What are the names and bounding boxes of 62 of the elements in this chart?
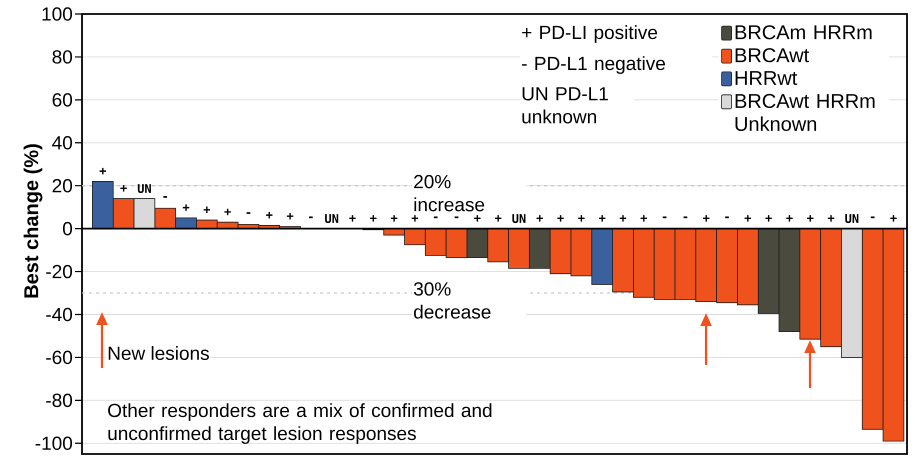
data-label: + bbox=[640, 215, 648, 222]
ref-line-label: 20% increase bbox=[414, 174, 484, 212]
data-label: + bbox=[349, 215, 356, 222]
data-label: + bbox=[494, 215, 502, 222]
data-label: - bbox=[434, 216, 438, 218]
data-label: + bbox=[120, 185, 127, 192]
legend-label: BRCAwt HRRm Unknown bbox=[736, 94, 875, 132]
y-tick-label: -40 bbox=[46, 308, 72, 322]
data-label: + bbox=[620, 215, 626, 222]
annotation: - PD-L1 negative bbox=[522, 56, 666, 74]
annotation: UN PD-L1 unknown bbox=[522, 87, 608, 124]
y-tick-label: -60 bbox=[46, 350, 72, 364]
data-label: UN bbox=[845, 214, 858, 224]
data-label: + bbox=[744, 215, 752, 222]
data-label: UN bbox=[138, 184, 151, 194]
data-label: + bbox=[474, 215, 481, 222]
data-label: - bbox=[309, 216, 313, 218]
legend-label: BRCAm HRRm bbox=[736, 25, 872, 40]
data-label: UN bbox=[325, 214, 338, 224]
data-label: + bbox=[828, 215, 834, 222]
y-tick-label: -80 bbox=[46, 394, 72, 408]
data-label: + bbox=[182, 204, 190, 211]
y-tick-label: 60 bbox=[52, 93, 72, 107]
data-label: + bbox=[786, 215, 793, 222]
data-label: UN bbox=[512, 214, 526, 224]
data-label: + bbox=[100, 168, 106, 174]
annotation: Other responders are a mix of confirmed and unconfirmed target lesion responses bbox=[108, 403, 492, 444]
data-label: + bbox=[598, 215, 606, 222]
y-tick-label: 40 bbox=[52, 136, 72, 150]
data-label: + bbox=[204, 206, 210, 214]
data-label: + bbox=[266, 212, 272, 218]
data-label: + bbox=[536, 215, 543, 222]
y-tick-label: 20 bbox=[52, 178, 72, 192]
y-tick-label: -100 bbox=[36, 436, 72, 450]
data-label: - bbox=[725, 216, 729, 218]
data-label: + bbox=[578, 215, 585, 222]
ref-line-label: 30% decrease bbox=[414, 282, 491, 319]
data-label: + bbox=[765, 215, 772, 222]
data-label: + bbox=[224, 208, 231, 216]
data-label: + bbox=[807, 215, 814, 222]
legend-label: BRCAwt bbox=[736, 48, 810, 62]
legend-label: HRRwt bbox=[736, 71, 798, 86]
annotation: + PD-LI positive bbox=[522, 25, 658, 43]
data-label: - bbox=[163, 196, 168, 198]
data-label: - bbox=[870, 216, 875, 218]
data-label: - bbox=[662, 216, 666, 218]
data-label: + bbox=[390, 215, 398, 222]
data-label: + bbox=[702, 215, 710, 222]
y-tick-label: -20 bbox=[46, 264, 72, 278]
data-label: + bbox=[557, 215, 564, 222]
data-label: + bbox=[286, 213, 294, 220]
data-label: - bbox=[684, 216, 688, 218]
data-label: - bbox=[246, 212, 250, 214]
y-tick-label: 0 bbox=[62, 222, 72, 236]
y-tick-label: 100 bbox=[42, 7, 72, 21]
y-tick-label: 80 bbox=[52, 50, 72, 64]
data-label: + bbox=[890, 215, 897, 222]
data-label: - bbox=[454, 216, 458, 218]
y-axis-title: Best change (%) bbox=[24, 144, 42, 298]
annotation: New lesions bbox=[108, 346, 209, 360]
data-label: + bbox=[412, 215, 418, 222]
data-label: + bbox=[370, 215, 377, 222]
